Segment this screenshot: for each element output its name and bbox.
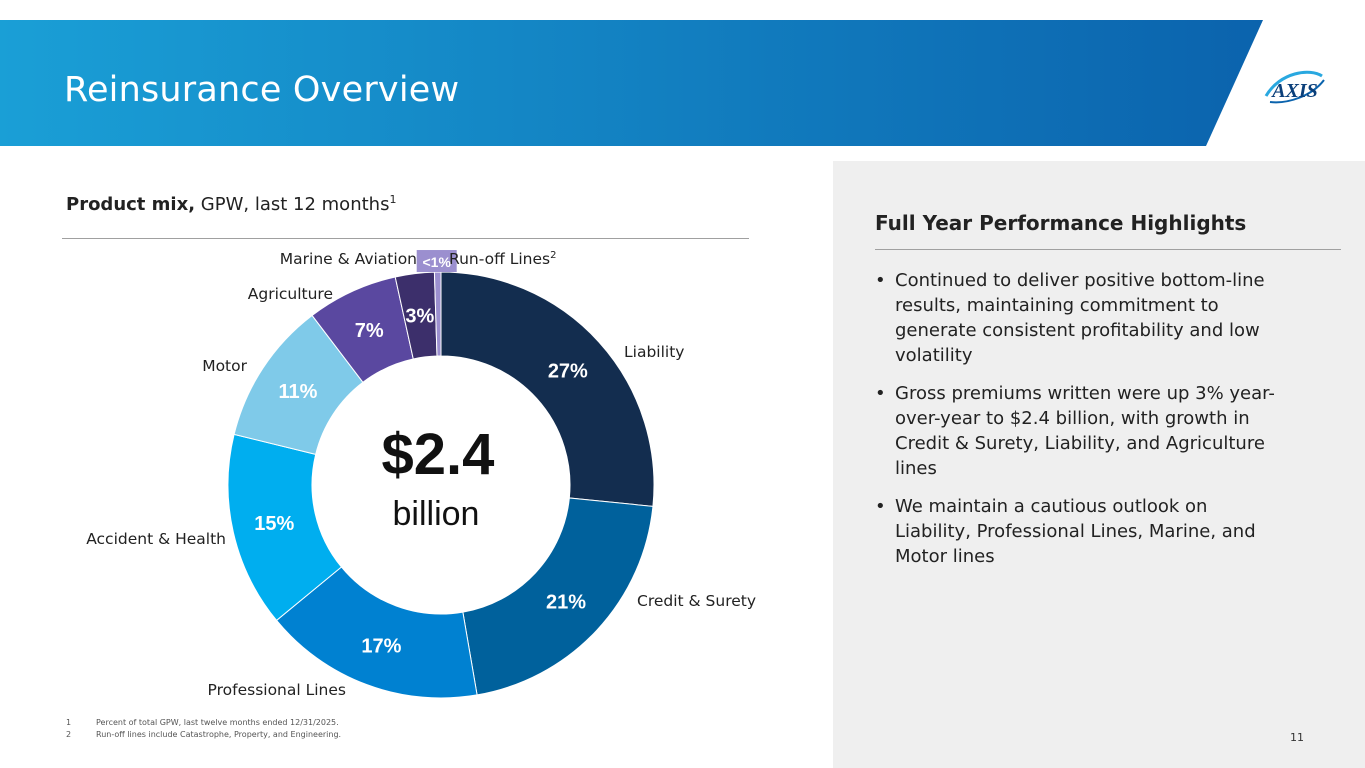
category-label: Run-off Lines2 <box>449 250 556 268</box>
slice-value-label: 11% <box>279 381 318 403</box>
category-label: Marine & Aviation <box>280 250 417 268</box>
highlight-text: Gross premiums written were up 3% year-o… <box>895 383 1275 479</box>
slice-value-label: <1% <box>422 254 451 270</box>
chart-title-bold: Product mix, <box>66 194 196 215</box>
donut-slice-liability <box>440 271 655 507</box>
bullet-dot: • <box>875 383 886 404</box>
donut-slice-run-off-lines <box>433 271 442 357</box>
slice-value-label: 21% <box>546 592 586 614</box>
highlights-panel <box>833 161 1365 768</box>
chart-title: Product mix, GPW, last 12 months1 <box>66 193 396 215</box>
category-label: Liability <box>624 343 684 361</box>
product-mix-donut-chart: 27% 21% 17% 15% 11% 7% 3% <1% Liability Credit &… <box>86 250 756 699</box>
category-label: Motor <box>202 357 247 375</box>
logo-text: AXIS <box>1270 80 1318 102</box>
header-banner <box>0 20 1365 146</box>
chart-title-sup: 1 <box>389 193 397 206</box>
small-slice-label-box <box>416 250 457 273</box>
highlight-item: • We maintain a cautious outlook on Liabi… <box>875 494 1285 569</box>
slice-value-label: 3% <box>405 305 434 327</box>
page-number: 11 <box>1290 731 1304 744</box>
footnote-text: Percent of total GPW, last twelve months… <box>96 718 339 727</box>
footnote-number: 2 <box>66 730 72 739</box>
highlights-title: Full Year Performance Highlights <box>875 211 1247 235</box>
highlight-item: • Continued to deliver positive bottom-li… <box>875 268 1285 368</box>
bullet-dot: • <box>875 270 886 291</box>
slice-value-label: 15% <box>254 513 294 535</box>
category-label: Agriculture <box>248 285 333 303</box>
footnote-number: 1 <box>66 718 72 727</box>
footnote: 2 Run-off lines include Catastrophe, Prop… <box>66 729 341 741</box>
category-label: Credit & Surety <box>637 592 756 610</box>
slice-value-label: 7% <box>355 320 384 342</box>
category-label: Accident & Health <box>86 530 226 548</box>
category-label: Professional Lines <box>208 681 346 699</box>
chart-center-unit: billion <box>393 495 480 533</box>
highlight-text: We maintain a cautious outlook on Liabil… <box>895 496 1256 567</box>
chart-center-value: $2.4 <box>382 422 495 487</box>
chart-title-divider <box>62 238 749 239</box>
highlight-item: • Gross premiums written were up 3% year-… <box>875 381 1285 481</box>
bullet-dot: • <box>875 496 886 517</box>
highlight-text: Continued to deliver positive bottom-lin… <box>895 270 1265 366</box>
highlights-list: • Continued to deliver positive bottom-li… <box>875 268 1285 582</box>
footnotes: 1 Percent of total GPW, last twelve month… <box>66 717 341 741</box>
footnote: 1 Percent of total GPW, last twelve month… <box>66 717 341 729</box>
slice-value-label: 17% <box>361 635 401 657</box>
page-title: Reinsurance Overview <box>64 70 460 110</box>
axis-logo: AXIS <box>1260 66 1330 108</box>
footnote-text: Run-off lines include Catastrophe, Prope… <box>96 730 342 739</box>
slice-value-label: 27% <box>548 360 588 382</box>
chart-title-rest: GPW, last 12 months <box>195 194 390 215</box>
donut-slice-credit-surety <box>462 497 654 696</box>
highlights-divider <box>875 249 1341 250</box>
